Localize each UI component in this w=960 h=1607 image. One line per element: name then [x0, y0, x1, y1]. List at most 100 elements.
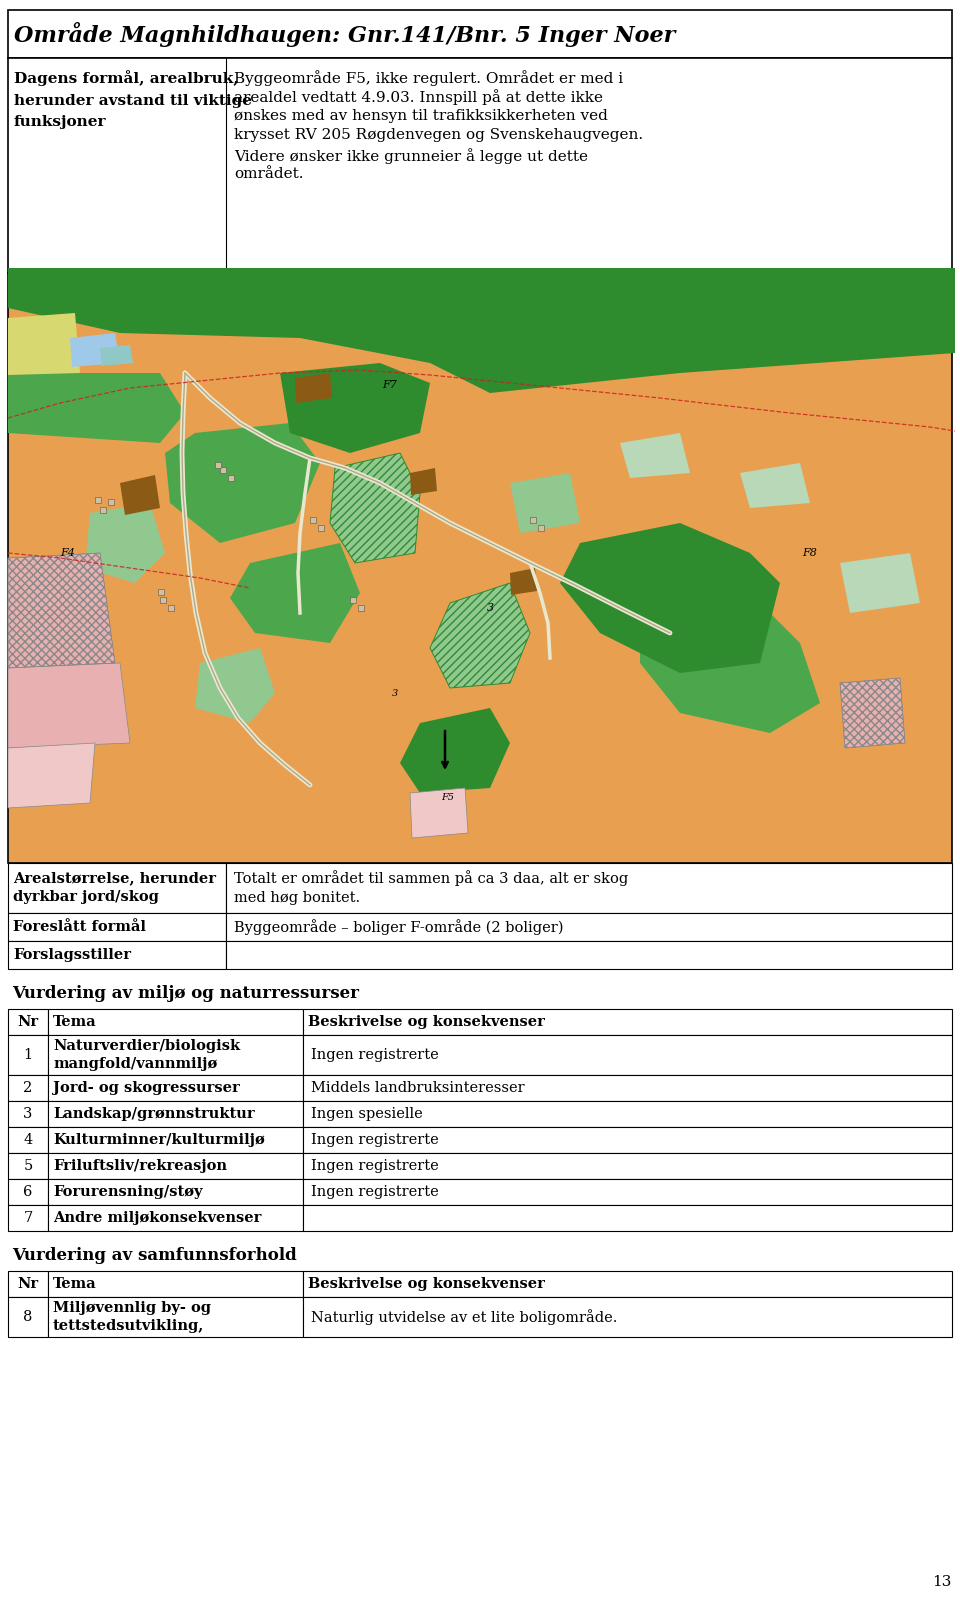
- Text: Tema: Tema: [53, 1016, 97, 1028]
- Polygon shape: [295, 373, 332, 403]
- Bar: [530, 517, 536, 522]
- Polygon shape: [430, 583, 530, 688]
- Text: Kulturminner/kulturmiljø: Kulturminner/kulturmiljø: [53, 1133, 265, 1147]
- Text: området.: området.: [234, 167, 303, 182]
- Bar: [48, 1035, 303, 1075]
- Text: 2: 2: [23, 1082, 33, 1094]
- Text: Totalt er området til sammen på ca 3 daa, alt er skog
med høg bonitet.: Totalt er området til sammen på ca 3 daa…: [234, 871, 628, 905]
- Text: Forslagsstiller: Forslagsstiller: [13, 948, 131, 963]
- Text: Andre miljøkonsekvenser: Andre miljøkonsekvenser: [53, 1212, 261, 1225]
- Bar: [8, 1009, 48, 1035]
- Bar: [303, 1152, 952, 1180]
- Text: Landskap/grønnstruktur: Landskap/grønnstruktur: [53, 1107, 254, 1122]
- Bar: [226, 942, 952, 969]
- Bar: [8, 942, 226, 969]
- Bar: [48, 1101, 303, 1127]
- Bar: [303, 1271, 952, 1297]
- Bar: [95, 497, 101, 503]
- Bar: [8, 1271, 48, 1297]
- Text: Vurdering av samfunnsforhold: Vurdering av samfunnsforhold: [12, 1247, 297, 1265]
- Bar: [48, 1009, 303, 1035]
- Text: Beskrivelse og konsekvenser: Beskrivelse og konsekvenser: [308, 1278, 545, 1290]
- Bar: [310, 517, 316, 522]
- Bar: [8, 58, 952, 273]
- Text: F4: F4: [60, 548, 76, 558]
- Polygon shape: [120, 476, 160, 514]
- Text: arealdel vedtatt 4.9.03. Innspill på at dette ikke: arealdel vedtatt 4.9.03. Innspill på at …: [234, 90, 603, 106]
- Bar: [538, 525, 544, 530]
- Polygon shape: [8, 742, 95, 808]
- Bar: [303, 1035, 952, 1075]
- Text: 3: 3: [392, 688, 398, 697]
- Bar: [8, 1205, 48, 1231]
- Bar: [8, 913, 226, 942]
- Bar: [8, 1127, 48, 1152]
- Bar: [48, 1271, 303, 1297]
- Polygon shape: [230, 543, 360, 643]
- Bar: [215, 461, 221, 468]
- Text: Ingen registrerte: Ingen registrerte: [311, 1159, 439, 1173]
- Polygon shape: [400, 709, 510, 792]
- Bar: [303, 1075, 952, 1101]
- Text: ønskes med av hensyn til trafikksikkerheten ved: ønskes med av hensyn til trafikksikkerhe…: [234, 109, 608, 124]
- Text: 4: 4: [23, 1133, 33, 1147]
- Text: Vurdering av miljø og naturressurser: Vurdering av miljø og naturressurser: [12, 985, 359, 1003]
- Bar: [8, 273, 952, 863]
- Text: F8: F8: [803, 548, 817, 558]
- Text: Middels landbruksinteresser: Middels landbruksinteresser: [311, 1082, 524, 1094]
- Text: 13: 13: [932, 1575, 952, 1589]
- Text: Foreslått formål: Foreslått formål: [13, 919, 146, 934]
- Polygon shape: [8, 268, 955, 394]
- Text: Ingen registrerte: Ingen registrerte: [311, 1133, 439, 1147]
- Text: F5: F5: [442, 794, 454, 802]
- Bar: [8, 1180, 48, 1205]
- Bar: [8, 1075, 48, 1101]
- Polygon shape: [510, 567, 537, 595]
- Bar: [158, 590, 164, 595]
- Bar: [48, 1127, 303, 1152]
- Bar: [8, 1035, 48, 1075]
- Text: F7: F7: [383, 379, 397, 391]
- Bar: [100, 506, 106, 513]
- Bar: [48, 1180, 303, 1205]
- Text: 3: 3: [23, 1107, 33, 1122]
- Text: 8: 8: [23, 1310, 33, 1324]
- Polygon shape: [620, 432, 690, 477]
- Polygon shape: [280, 363, 430, 453]
- Polygon shape: [410, 787, 468, 837]
- Bar: [303, 1205, 952, 1231]
- Bar: [8, 10, 952, 58]
- Polygon shape: [640, 603, 820, 733]
- Bar: [48, 1075, 303, 1101]
- Bar: [108, 500, 114, 505]
- Text: Dagens formål, arealbruk,
herunder avstand til viktige
funksjoner: Dagens formål, arealbruk, herunder avsta…: [14, 71, 252, 129]
- Bar: [303, 1009, 952, 1035]
- Bar: [358, 604, 364, 611]
- Text: Friluftsliv/rekreasjon: Friluftsliv/rekreasjon: [53, 1159, 227, 1173]
- Bar: [8, 1101, 48, 1127]
- Text: Miljøvennlig by- og
tettstedsutvikling,: Miljøvennlig by- og tettstedsutvikling,: [53, 1302, 211, 1332]
- Bar: [303, 1101, 952, 1127]
- Text: Beskrivelse og konsekvenser: Beskrivelse og konsekvenser: [308, 1016, 545, 1028]
- Text: Naturverdier/biologisk
mangfold/vannmiljø: Naturverdier/biologisk mangfold/vannmilj…: [53, 1040, 240, 1070]
- Polygon shape: [8, 313, 80, 374]
- Text: Område Magnhildhaugen: Gnr.141/Bnr. 5 Inger Noer: Område Magnhildhaugen: Gnr.141/Bnr. 5 In…: [14, 21, 676, 47]
- Bar: [48, 1205, 303, 1231]
- Polygon shape: [840, 678, 905, 747]
- Bar: [8, 1152, 48, 1180]
- Bar: [228, 476, 234, 480]
- Text: Tema: Tema: [53, 1278, 97, 1290]
- Text: Nr: Nr: [17, 1278, 38, 1290]
- Bar: [303, 1127, 952, 1152]
- Polygon shape: [195, 648, 275, 723]
- Polygon shape: [410, 468, 437, 495]
- Text: Naturlig utvidelse av et lite boligområde.: Naturlig utvidelse av et lite boligområd…: [311, 1310, 617, 1324]
- Text: Ingen spesielle: Ingen spesielle: [311, 1107, 422, 1122]
- Text: Byggeområde F5, ikke regulert. Området er med i: Byggeområde F5, ikke regulert. Området e…: [234, 71, 623, 85]
- Bar: [48, 1152, 303, 1180]
- Text: 1: 1: [23, 1048, 33, 1062]
- Bar: [168, 604, 174, 611]
- Bar: [160, 596, 166, 603]
- Text: Jord- og skogressurser: Jord- og skogressurser: [53, 1082, 240, 1094]
- Bar: [8, 1297, 48, 1337]
